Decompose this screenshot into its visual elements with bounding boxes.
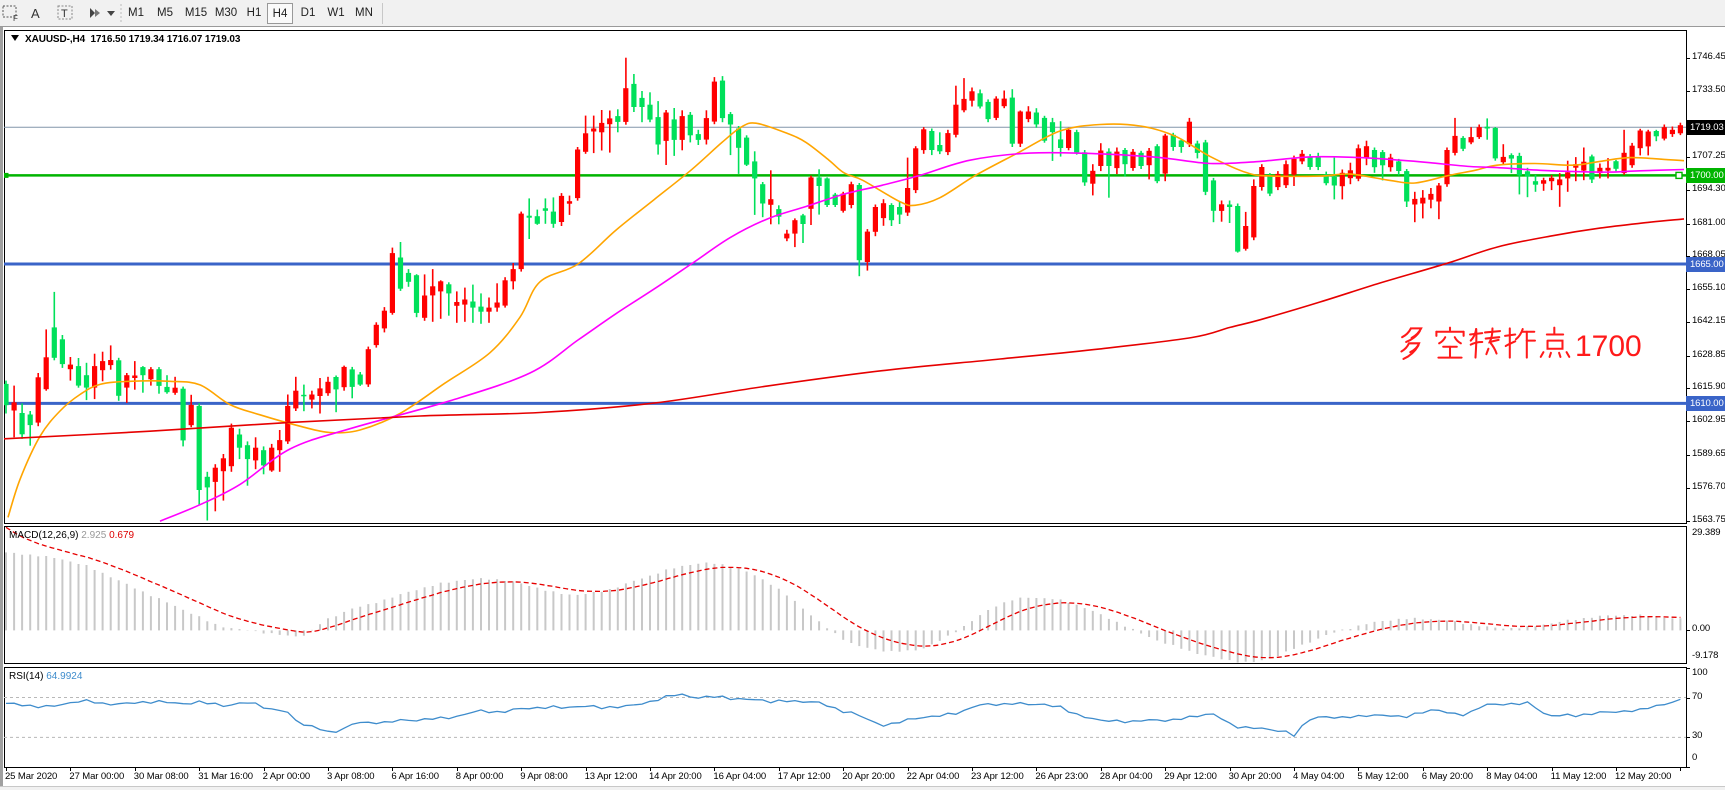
svg-text:1700: 1700 xyxy=(1575,330,1642,363)
svg-text:A: A xyxy=(31,6,40,21)
svg-text:F: F xyxy=(13,14,18,23)
svg-text:T: T xyxy=(61,8,68,20)
